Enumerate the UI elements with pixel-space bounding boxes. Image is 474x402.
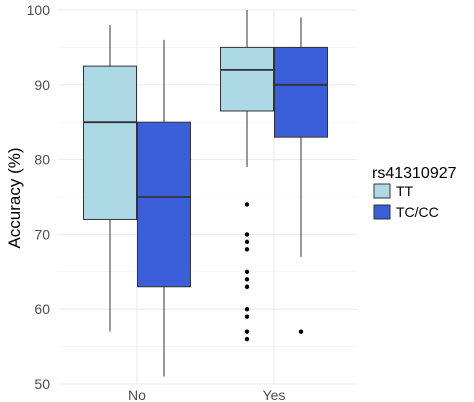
outlier-point <box>244 269 250 274</box>
boxplot-boxes <box>83 10 328 377</box>
legend-key <box>373 204 391 220</box>
legend: rs41310927 TT TC/CC <box>372 165 457 220</box>
outlier-point <box>244 247 250 252</box>
legend-label: TC/CC <box>396 204 439 220</box>
box <box>83 65 137 220</box>
outlier-point <box>244 284 250 289</box>
outlier-point <box>298 329 304 334</box>
y-tick-label: 100 <box>27 2 51 18</box>
box <box>274 46 328 138</box>
box <box>137 121 191 288</box>
legend-items: TT TC/CC <box>373 183 439 220</box>
y-tick-label: 90 <box>34 77 50 93</box>
y-tick-label: 60 <box>34 301 50 317</box>
outlier-point <box>244 314 250 319</box>
legend-title: rs41310927 <box>372 165 457 182</box>
y-tick-label: 50 <box>34 376 50 392</box>
outlier-point <box>244 202 250 207</box>
axis-ticks: 50 60 70 80 90 100 No Yes <box>27 2 286 402</box>
outlier-point <box>244 307 250 312</box>
legend-label: TT <box>396 183 414 199</box>
outlier-point <box>244 239 250 245</box>
legend-key <box>373 183 391 199</box>
outlier-point <box>244 277 250 282</box>
y-tick-label: 80 <box>34 152 50 168</box>
outlier-point <box>244 232 250 237</box>
outlier-point <box>244 329 250 334</box>
outlier-point <box>244 336 250 342</box>
y-axis-title: Accuracy (%) <box>5 147 24 248</box>
x-tick-label: No <box>128 387 146 402</box>
y-tick-label: 70 <box>34 226 50 242</box>
box <box>220 46 274 112</box>
x-tick-label: Yes <box>263 387 286 402</box>
